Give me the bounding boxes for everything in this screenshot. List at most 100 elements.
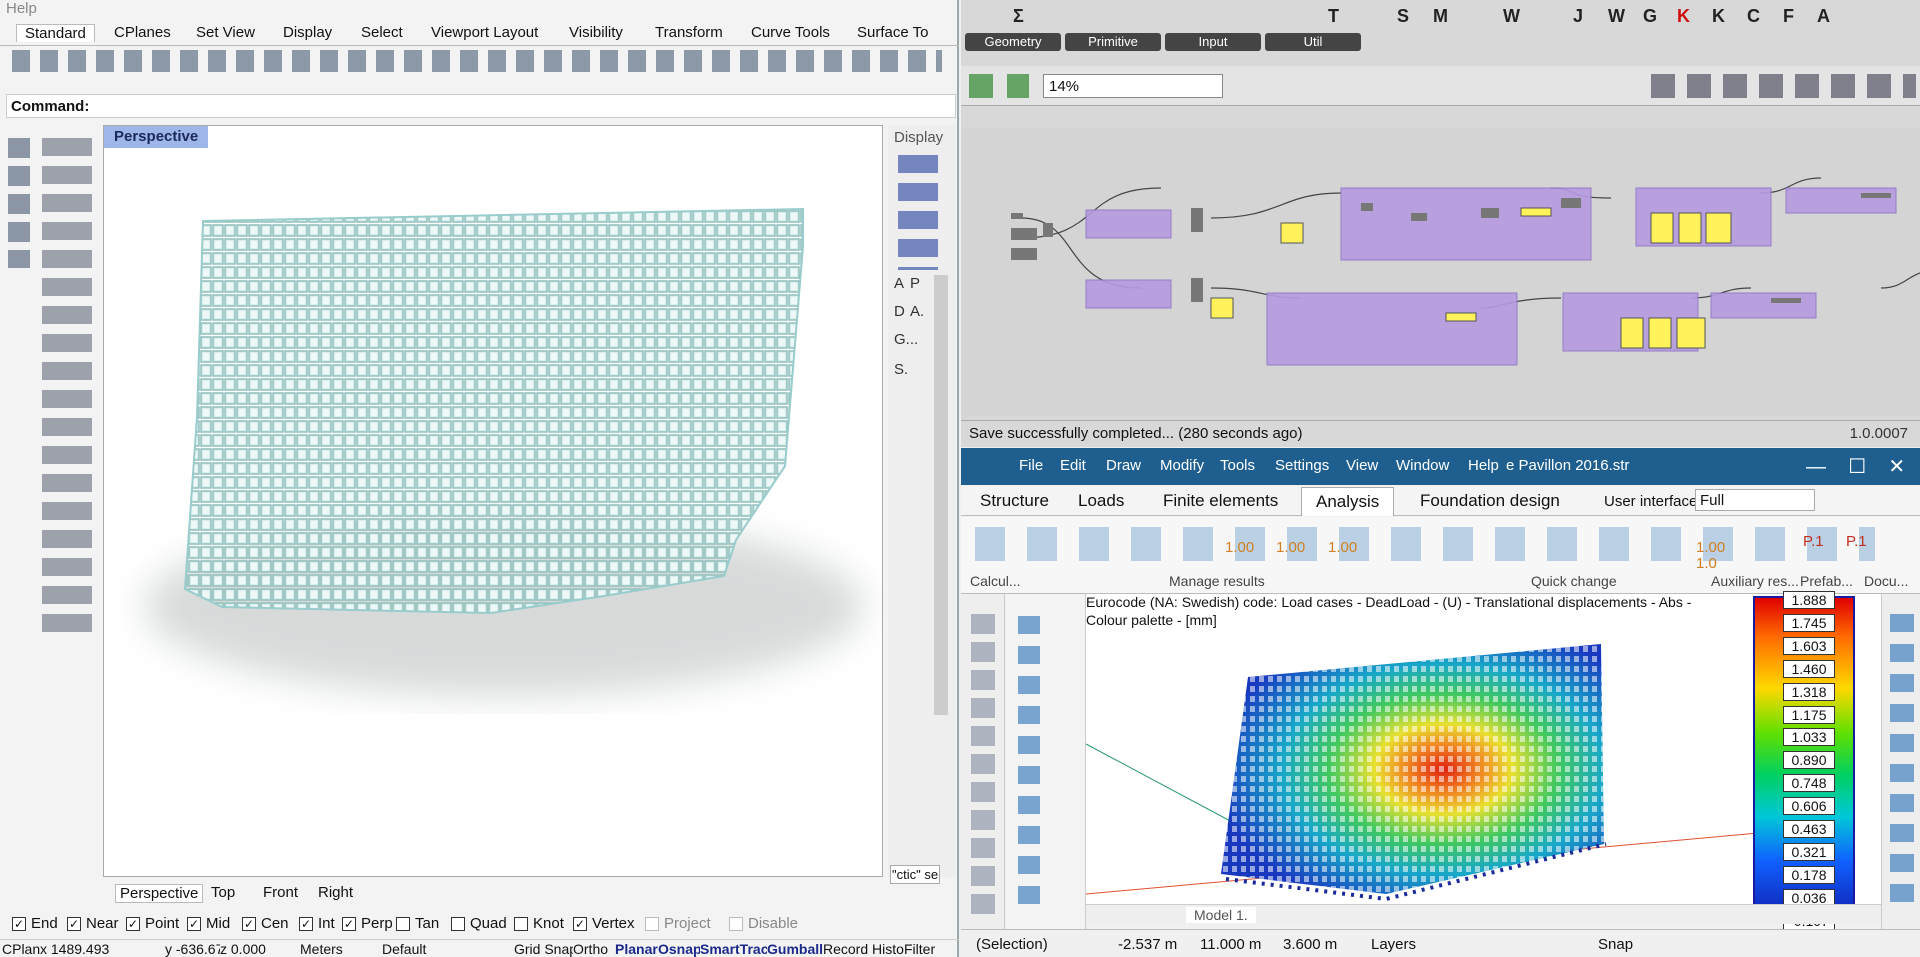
status-field[interactable]: Layers (1371, 936, 1417, 953)
ribbon-tab[interactable]: Finite elements (1163, 491, 1279, 510)
viewport-tab[interactable]: Perspective (115, 884, 204, 903)
status-field[interactable]: Record History (823, 941, 904, 957)
status-field[interactable]: Meters (300, 941, 343, 957)
category-button[interactable]: Primitive (1065, 33, 1161, 51)
status-field[interactable]: Planar (615, 941, 658, 957)
ribbon-value[interactable]: P.1 (1803, 533, 1824, 550)
osnap-checkbox[interactable] (729, 917, 743, 931)
status-field[interactable]: SmartTrack (700, 941, 767, 957)
caption-line: Colour palette - [mm] (1086, 612, 1217, 628)
osnap-checkbox[interactable]: ✓ (126, 917, 140, 931)
component-tab[interactable]: J (1573, 6, 1584, 26)
status-field[interactable]: Gumball (767, 941, 823, 957)
toolbar-tab[interactable]: Standard (16, 24, 95, 42)
component-tab[interactable]: A (1817, 6, 1830, 26)
osnap-checkbox[interactable] (451, 917, 465, 931)
viewport-tab[interactable]: Front (263, 884, 299, 901)
status-field[interactable]: x 1489.493 (40, 941, 110, 957)
status-field[interactable]: Default (382, 941, 427, 957)
osnap-checkbox[interactable]: ✓ (242, 917, 256, 931)
fem-toolbar-right (1881, 594, 1920, 930)
fem-titlebar: File Edit Draw Modify Tools Settings View Windo… (961, 448, 1920, 485)
status-field[interactable]: Snap (1598, 936, 1634, 953)
osnap-checkbox[interactable] (514, 917, 528, 931)
toolbar-tab[interactable]: Viewport Layout (431, 24, 539, 41)
component-tab[interactable]: S (1397, 6, 1410, 26)
zoom-box[interactable]: 14% (1043, 74, 1223, 98)
menu-item[interactable]: Settings (1275, 457, 1330, 474)
component-tab[interactable]: G (1643, 6, 1658, 26)
ribbon-group-label: Quick change (1531, 573, 1617, 589)
ribbon-tab[interactable]: Analysis (1301, 487, 1395, 516)
ui-select[interactable]: Full (1695, 489, 1815, 511)
ribbon-value[interactable]: P.1 (1846, 533, 1867, 550)
component-tab[interactable]: W (1503, 6, 1520, 26)
gh-canvas (961, 128, 1920, 416)
menu-item[interactable]: Modify (1160, 457, 1205, 474)
component-tab[interactable]: M (1433, 6, 1448, 26)
osnap-checkbox[interactable]: ✓ (12, 917, 26, 931)
toolbar-tab[interactable]: CPlanes (114, 24, 171, 41)
menu-item[interactable]: Edit (1060, 457, 1086, 474)
component-tab[interactable]: K (1677, 6, 1690, 26)
ribbon-tab[interactable]: Foundation design (1420, 491, 1560, 510)
status-field[interactable]: Grid Snap (514, 941, 573, 957)
osnap-checkbox[interactable] (396, 917, 410, 931)
status-field[interactable]: CPlane (2, 941, 40, 957)
lattice (183, 207, 804, 615)
component-tab[interactable]: K (1712, 6, 1725, 26)
osnap-checkbox[interactable]: ✓ (67, 917, 81, 931)
osnap-checkbox[interactable]: ✓ (573, 917, 587, 931)
menu-item[interactable]: Help (1468, 457, 1499, 474)
component-tab[interactable]: C (1747, 6, 1760, 26)
legend-label: 0.463 (1783, 820, 1835, 838)
osnap-checkbox[interactable]: ✓ (342, 917, 356, 931)
legend-label: 0.606 (1783, 797, 1835, 816)
menu-item[interactable]: Window (1396, 457, 1450, 474)
ribbon-value[interactable]: 1.00 (1276, 539, 1306, 556)
toolbar-tab[interactable]: Surface To (857, 24, 929, 41)
menu-item[interactable]: Draw (1106, 457, 1142, 474)
status-field[interactable]: z 0.000 (220, 941, 266, 957)
toolbar-tab[interactable]: Set View (196, 24, 255, 41)
menu-item[interactable]: File (1019, 457, 1044, 474)
ribbon-value[interactable]: 1.00 (1696, 539, 1726, 556)
component-tab[interactable]: W (1608, 6, 1625, 26)
model-tab[interactable]: Model 1. (1186, 907, 1256, 923)
command-bar[interactable]: Command: (6, 94, 956, 118)
status-field[interactable]: y -636.671 (165, 941, 220, 957)
osnap-checkbox[interactable] (645, 917, 659, 931)
category-button[interactable]: Geometry (965, 33, 1061, 51)
viewport-tab[interactable]: Right (318, 884, 354, 901)
ribbon-tab[interactable]: Structure (980, 491, 1049, 510)
component-tab[interactable]: F (1783, 6, 1794, 26)
category-button[interactable]: Util (1265, 33, 1361, 51)
status-field[interactable]: Osnap (658, 941, 700, 957)
category-button[interactable]: Input (1165, 33, 1261, 51)
viewport-title[interactable]: Perspective (104, 126, 209, 148)
toolbar-tab[interactable]: Select (361, 24, 403, 41)
toolbar-tab[interactable]: Transform (655, 24, 723, 41)
status-field[interactable]: Ortho (573, 941, 609, 957)
ribbon-value[interactable]: 1.0 (1696, 555, 1717, 572)
menu-item[interactable]: Tools (1220, 457, 1256, 474)
panel-field[interactable]: "ctic" se (890, 865, 941, 884)
ribbon-tab[interactable]: Loads (1078, 491, 1125, 510)
component-tab[interactable]: T (1328, 6, 1339, 26)
osnap-label: Disable (748, 915, 799, 932)
viewport-tab[interactable]: Top (211, 884, 236, 901)
osnap-label: Point (145, 915, 180, 932)
status-field[interactable]: Filter (904, 941, 936, 957)
component-tab[interactable]: Σ (1013, 6, 1024, 26)
status-bar: CPlanex 1489.493 y -636.671z 0.000 Meters D… (0, 939, 959, 957)
menu-item[interactable]: View (1346, 457, 1379, 474)
ribbon-value[interactable]: 1.00 (1225, 539, 1255, 556)
osnap-checkbox[interactable]: ✓ (299, 917, 313, 931)
osnap-checkbox[interactable]: ✓ (187, 917, 201, 931)
ribbon-value[interactable]: 1.00 (1328, 539, 1358, 556)
toolbar-tab[interactable]: Display (283, 24, 333, 41)
viewport: Perspective (103, 125, 883, 877)
menu-item[interactable]: Help (6, 0, 37, 17)
toolbar-tab[interactable]: Curve Tools (751, 24, 830, 41)
toolbar-tab[interactable]: Visibility (569, 24, 623, 41)
